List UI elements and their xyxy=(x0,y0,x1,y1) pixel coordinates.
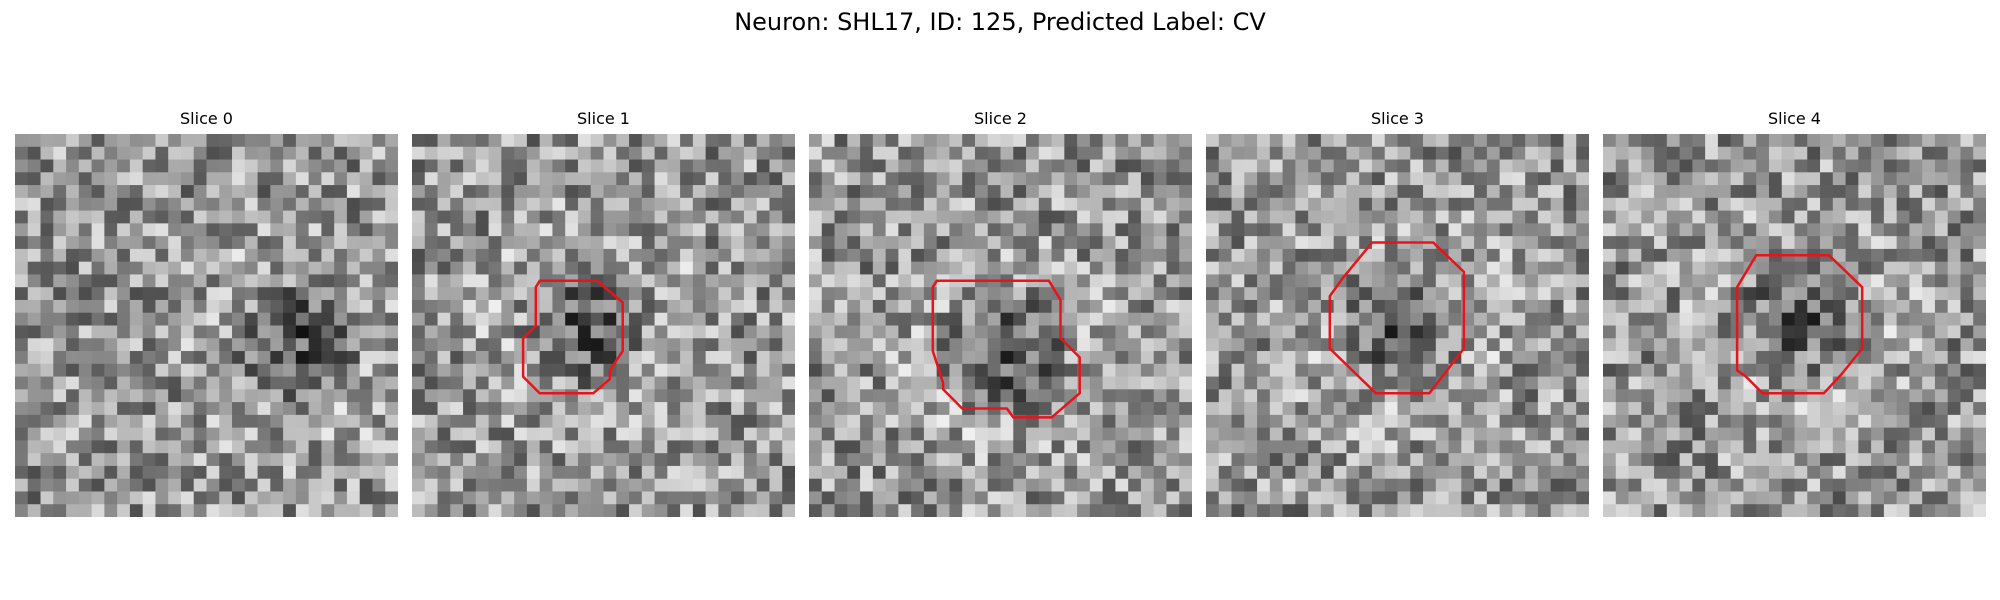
slice-panel-0: Slice 0 xyxy=(15,108,398,517)
slice-title-0: Slice 0 xyxy=(180,109,233,128)
slice-title-4: Slice 4 xyxy=(1768,109,1821,128)
slice-image-3 xyxy=(1206,134,1589,517)
slice-image-1 xyxy=(412,134,795,517)
slice-panel-4: Slice 4 xyxy=(1603,108,1986,517)
figure-title: Neuron: SHL17, ID: 125, Predicted Label:… xyxy=(734,8,1266,36)
slice-title-3: Slice 3 xyxy=(1371,109,1424,128)
slice-panel-2: Slice 2 xyxy=(809,108,1192,517)
slice-image-4 xyxy=(1603,134,1986,517)
roi-outline-3 xyxy=(1328,241,1466,395)
slice-image-2 xyxy=(809,134,1192,517)
slice-panel-3: Slice 3 xyxy=(1206,108,1589,517)
slice-title-2: Slice 2 xyxy=(974,109,1027,128)
roi-outline-4 xyxy=(1735,254,1864,395)
slice-image-0 xyxy=(15,134,398,517)
slice-title-1: Slice 1 xyxy=(577,109,630,128)
slice-panel-1: Slice 1 xyxy=(412,108,795,517)
roi-outline-1 xyxy=(521,279,624,395)
roi-outline-2 xyxy=(931,279,1081,419)
